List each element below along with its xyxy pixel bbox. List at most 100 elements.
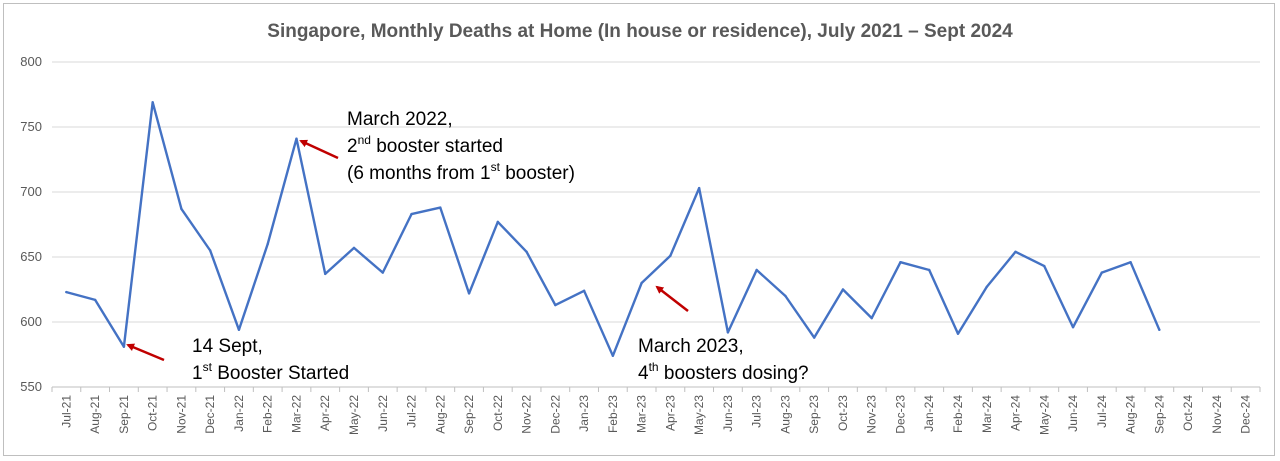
x-tick-label: Apr-24 [1009, 395, 1023, 431]
x-tick-label: Sep-22 [462, 395, 476, 434]
y-tick-label: 550 [20, 379, 42, 394]
data-point [726, 331, 730, 334]
data-point [784, 294, 787, 298]
annotation-text: booster started [371, 136, 503, 157]
series-line [65, 101, 1161, 357]
data-point [122, 345, 126, 348]
annotation-text: 4 [638, 363, 649, 384]
annotation-text-line: 4th boosters dosing? [638, 360, 809, 384]
data-point [324, 272, 327, 276]
y-tick-label: 800 [20, 54, 42, 69]
data-point [65, 290, 68, 294]
line-chart: Singapore, Monthly Deaths at Home (In ho… [20, 21, 1261, 435]
annotation-text: Booster Started [212, 363, 349, 384]
chart-title: Singapore, Monthly Deaths at Home (In ho… [267, 21, 1013, 42]
annotation-mar2022: March 2022, 2nd booster started (6 months … [299, 109, 575, 184]
x-tick-label: Jul-21 [59, 395, 73, 428]
data-point [525, 250, 528, 253]
annotation-superscript: st [491, 160, 501, 174]
x-tick-label: Jun-23 [721, 395, 735, 432]
x-tick-label: Jul-23 [750, 395, 764, 428]
annotation-arrow [299, 139, 339, 160]
data-point [554, 303, 557, 307]
x-tick-label: Nov-24 [1210, 395, 1224, 434]
data-point [266, 242, 269, 246]
x-tick-label: Oct-21 [146, 395, 160, 431]
x-tick-label: Sep-23 [807, 395, 821, 434]
x-tick-label: Dec-24 [1239, 395, 1253, 434]
x-tick-label: Nov-22 [520, 395, 534, 434]
x-tick-label: Feb-23 [606, 395, 620, 433]
x-tick-label: Jul-22 [405, 395, 419, 428]
x-tick-label: Aug-21 [88, 395, 102, 434]
annotation-superscript: st [203, 360, 213, 374]
data-point [180, 207, 183, 211]
data-point [410, 212, 413, 216]
data-point [956, 332, 960, 335]
y-tick-label: 750 [20, 119, 42, 134]
data-point [1014, 250, 1017, 253]
chart-frame: Singapore, Monthly Deaths at Home (In ho… [3, 3, 1275, 456]
annotation-text: March 2022, [347, 109, 453, 130]
annotation-text: 2 [347, 136, 358, 157]
series-group [65, 101, 1161, 357]
x-tick-label: Mar-22 [289, 395, 303, 433]
x-tick-label: May-24 [1037, 395, 1051, 435]
data-point [697, 186, 701, 190]
x-tick-label: Sep-21 [117, 395, 131, 434]
x-tick-label: Apr-22 [318, 395, 332, 431]
x-tick-label: May-23 [692, 395, 706, 435]
data-point [640, 281, 643, 285]
x-tick-label: Oct-24 [1181, 395, 1195, 431]
data-point [1158, 328, 1161, 331]
x-tick-label: Aug-24 [1124, 395, 1138, 434]
annotations: 14 Sept,1st Booster Started March 2022, 2n… [126, 109, 809, 384]
data-point [812, 336, 816, 339]
data-point [755, 268, 758, 272]
x-tick-label: Dec-22 [548, 395, 562, 434]
x-tick-label: Aug-22 [433, 395, 447, 434]
data-point [1129, 261, 1132, 264]
x-tick-label: Apr-23 [663, 395, 677, 431]
x-tick-label: Dec-23 [893, 395, 907, 434]
data-point [841, 288, 845, 291]
y-tick-label: 700 [20, 184, 42, 199]
x-tick-label: Jun-22 [376, 395, 390, 432]
annotation-text-line: March 2022, [347, 109, 453, 130]
data-point [208, 249, 212, 252]
annotation-text: boosters dosing? [659, 363, 809, 384]
annotation-sept2021: 14 Sept, 1st Booster Started [126, 336, 349, 384]
x-tick-label: Jan-23 [577, 395, 591, 432]
annotation-text: 14 Sept, [192, 336, 263, 357]
data-point [611, 354, 615, 357]
data-point [582, 289, 586, 292]
annotation-text-line: 14 Sept, [192, 336, 263, 357]
data-point [237, 328, 241, 331]
x-tick-label: Feb-24 [951, 395, 965, 433]
data-point [669, 254, 672, 257]
data-point [496, 220, 500, 224]
data-point [870, 316, 873, 320]
annotation-text-line: March 2023, [638, 336, 744, 357]
data-point [93, 298, 97, 302]
x-tick-label: Feb-22 [261, 395, 275, 433]
x-tick-label: Nov-23 [865, 395, 879, 434]
annotation-text: March 2023, [638, 336, 744, 357]
x-tick-label: Aug-23 [778, 395, 792, 434]
annotation-text: booster) [500, 163, 575, 184]
annotation-arrow [655, 285, 689, 312]
x-tick-label: Oct-23 [836, 395, 850, 431]
annotation-text-line: 2nd booster started [347, 133, 503, 157]
data-point [1100, 271, 1104, 274]
annotation-superscript: nd [358, 133, 371, 147]
y-axis: 550 600 650 700 750 800 [20, 54, 42, 394]
data-point [1043, 264, 1046, 268]
data-point [928, 268, 931, 272]
data-point [381, 271, 384, 274]
data-point [899, 261, 902, 264]
annotation-mar2023: March 2023, 4th boosters dosing? [638, 285, 809, 384]
x-tick-label: Jul-24 [1095, 395, 1109, 428]
x-tick-label: Jan-22 [232, 395, 246, 432]
annotation-arrow [126, 343, 165, 362]
x-tick-label: Mar-24 [980, 395, 994, 433]
